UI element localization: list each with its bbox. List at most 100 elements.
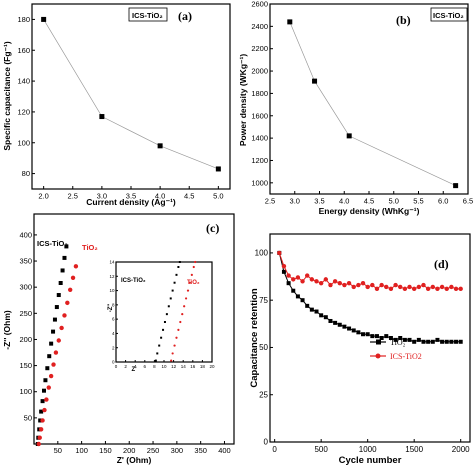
y-tick-label: 160	[17, 46, 30, 55]
data-point-tio2	[356, 330, 361, 335]
inset-point-ics	[178, 261, 181, 263]
y-tick-label: 350	[19, 257, 32, 266]
data-point-tio2	[435, 337, 440, 342]
data-point	[312, 78, 318, 84]
panel-a-tag: (a)	[178, 9, 192, 23]
data-point-ics	[60, 268, 65, 273]
y-tick-label: 250	[19, 309, 32, 318]
data-point-tio2	[73, 264, 79, 269]
y-tick-label: 0	[112, 360, 115, 365]
panel-d-ticks: 0 500 1000 1500 2000 0 25 50 75 100	[255, 249, 471, 454]
data-point-tio2	[416, 337, 421, 342]
data-point-tio2	[361, 332, 366, 337]
y-tick-label: 2200	[251, 44, 268, 53]
data-point-ics	[277, 250, 282, 256]
inset-point-tio2	[173, 344, 176, 347]
panel-c-inset-xlabel: Z'	[131, 367, 137, 373]
panel-d-legend-ics: ICS-TiO2	[390, 352, 422, 361]
data-point-tio2	[40, 418, 45, 423]
data-point-tio2	[421, 339, 426, 344]
data-point	[453, 183, 459, 189]
x-tick-label: 1000	[359, 445, 377, 454]
y-tick-label: 6	[112, 317, 115, 322]
series-line-ics	[278, 252, 461, 290]
data-point-ics	[54, 305, 59, 310]
x-tick-label: 6	[144, 364, 147, 369]
data-point-ics	[430, 284, 435, 290]
data-point-ics	[42, 388, 46, 393]
y-tick-label: 200	[19, 335, 32, 344]
data-point-tio2	[291, 288, 296, 293]
data-point-tio2	[305, 303, 310, 308]
inset-point-ics	[156, 352, 159, 355]
x-tick-label: 4.5	[184, 192, 194, 201]
x-tick-label: 0	[272, 445, 277, 454]
x-tick-label: 350	[194, 446, 207, 455]
data-point-tio2	[300, 298, 305, 303]
inset-point-ics	[154, 359, 157, 362]
inset-point-ics	[158, 344, 161, 347]
data-point-ics	[51, 329, 56, 334]
panel-d-marks	[277, 250, 463, 344]
inset-point-tio2	[170, 359, 173, 362]
x-tick-label: 1500	[405, 445, 423, 454]
x-tick-label: 300	[171, 446, 184, 455]
x-tick-label: 5.0	[389, 197, 399, 206]
data-point-ics	[64, 244, 69, 249]
data-point-tio2	[281, 269, 286, 274]
series-line	[289, 21, 456, 186]
panel-a-ylabel: Specific capacitance (Fg⁻¹)	[2, 41, 12, 151]
y-tick-label: 120	[17, 107, 30, 116]
inset-point-ics	[175, 273, 178, 276]
data-point-tio2	[412, 339, 417, 344]
data-point	[41, 16, 47, 22]
y-tick-label: 100	[17, 138, 30, 147]
panel-c-ylabel: -Z'' (Ohm)	[2, 310, 12, 350]
x-tick-label: 100	[75, 446, 88, 455]
x-tick-label: 3.5	[314, 197, 324, 206]
inset-point-ics	[171, 289, 174, 292]
inset-point-tio2	[192, 265, 195, 269]
data-point-ics	[425, 286, 431, 292]
x-tick-label: 4.0	[155, 192, 165, 201]
panel-d-xlabel: Cycle number	[339, 455, 402, 466]
inset-point-ics	[163, 321, 166, 323]
data-point-ics	[62, 255, 67, 260]
x-tick-label: 16	[190, 364, 196, 369]
panel-a-legend-box	[128, 7, 168, 22]
panel-b-ylabel: Power density (WKg⁻¹)	[238, 54, 248, 146]
data-point	[346, 133, 352, 139]
inset-point-ics	[169, 297, 172, 300]
panel-a-ticks: 2.0 2.5 3.0 3.5 4.0 4.5 5.0 80 100 120 140 160 180	[17, 15, 223, 201]
data-point-ics	[337, 280, 342, 286]
data-point	[99, 114, 105, 120]
data-point-tio2	[309, 307, 314, 312]
data-point	[157, 143, 163, 149]
x-tick-label: 2.0	[38, 192, 48, 201]
panel-d-frame	[269, 233, 471, 443]
panel-d-legend-marker-ics	[375, 353, 381, 359]
series-line	[43, 19, 219, 170]
data-point-tio2	[44, 397, 49, 402]
inset-point-tio2	[190, 273, 193, 276]
inset-point-tio2	[181, 313, 184, 316]
y-tick-label: 100	[255, 249, 269, 258]
data-point-ics	[328, 282, 333, 288]
data-point-ics	[384, 284, 389, 290]
x-tick-label: 8	[153, 364, 156, 369]
inset-point-ics	[167, 305, 170, 308]
data-point-ics	[411, 286, 417, 292]
panel-c-inset-marks	[154, 260, 197, 362]
x-tick-label: 2	[124, 364, 127, 369]
inset-point-tio2	[179, 320, 182, 324]
x-tick-label: 250	[147, 446, 160, 455]
data-point-tio2	[430, 339, 435, 344]
data-point-tio2	[38, 427, 44, 432]
panel-c-tag: (c)	[206, 221, 219, 235]
data-point-tio2	[458, 339, 463, 344]
data-point-tio2	[407, 337, 412, 342]
x-tick-label: 50	[54, 446, 62, 455]
panel-b: 2.5 3.0 3.5 4.0 4.5 5.0 5.5 6.0 6.5 1000 1200 1400 1…	[238, 0, 473, 216]
